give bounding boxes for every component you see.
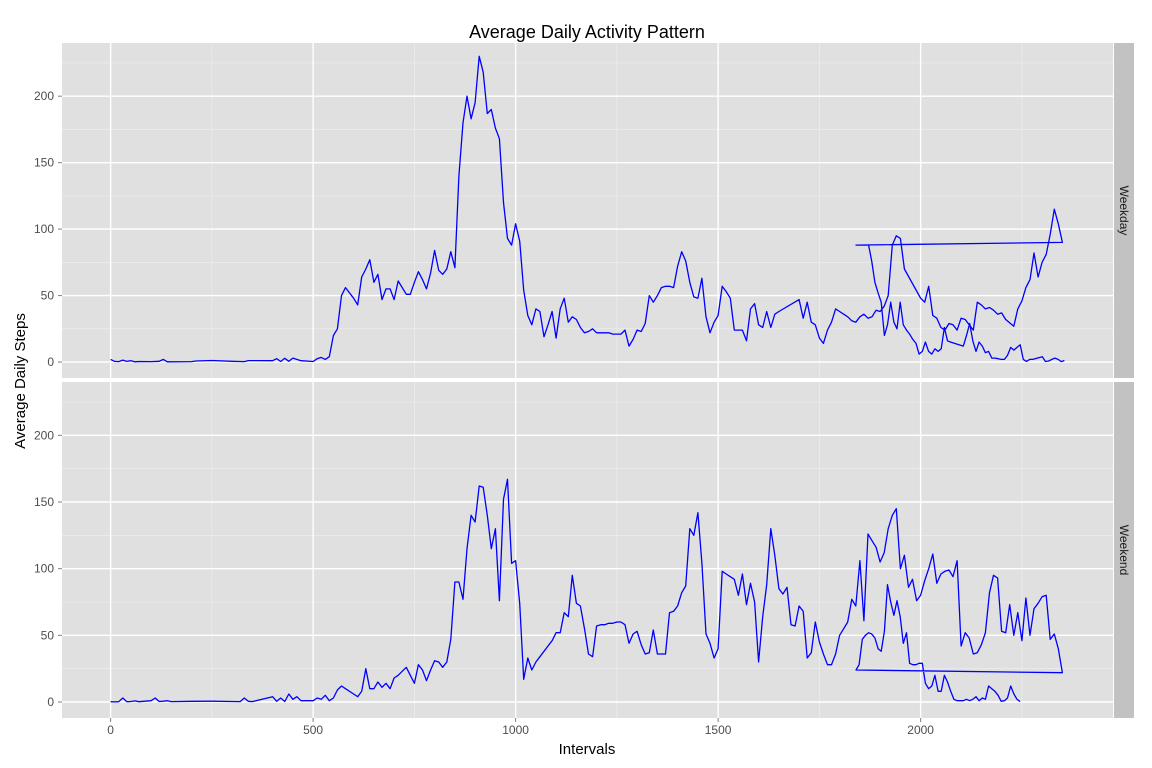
x-tick-label: 1500 bbox=[705, 723, 732, 737]
y-axis-title: Average Daily Steps bbox=[12, 313, 29, 449]
y-tick-label: 0 bbox=[47, 695, 54, 709]
y-tick-label: 50 bbox=[41, 289, 55, 303]
y-tick-label: 100 bbox=[34, 562, 54, 576]
y-tick-label: 0 bbox=[47, 355, 54, 369]
x-tick-label: 0 bbox=[107, 723, 114, 737]
panel-weekday: 0 50 100 150 200 Weekday bbox=[34, 43, 1134, 378]
x-tick-label: 500 bbox=[303, 723, 323, 737]
y-tick-label: 50 bbox=[41, 628, 55, 642]
y-tick-label: 150 bbox=[34, 156, 54, 170]
panel-background bbox=[62, 382, 1113, 718]
chart-panels: 0 50 100 150 200 Weekday 0 50 100 150 200 Weekend 0 5… bbox=[34, 43, 1134, 737]
y-tick-label: 200 bbox=[34, 89, 54, 103]
facet-strip bbox=[1114, 43, 1134, 378]
y-tick-label: 200 bbox=[34, 428, 54, 442]
series-line-weekday bbox=[110, 55, 1065, 363]
panel-weekend: 0 50 100 150 200 Weekend 0 500 1000 1500 2000 bbox=[34, 382, 1134, 737]
y-tick-label: 100 bbox=[34, 222, 54, 236]
facet-strip bbox=[1114, 382, 1134, 718]
x-axis-title: Intervals bbox=[559, 741, 616, 758]
x-tick-label: 1000 bbox=[502, 723, 529, 737]
chart-title: Average Daily Activity Pattern bbox=[469, 22, 705, 42]
facet-label-weekday: Weekday bbox=[1117, 186, 1131, 236]
y-tick-label: 150 bbox=[34, 495, 54, 509]
series-line-weekend bbox=[110, 478, 1064, 703]
panel-background bbox=[62, 43, 1113, 378]
facet-label-weekend: Weekend bbox=[1117, 525, 1131, 575]
x-tick-label: 2000 bbox=[907, 723, 934, 737]
